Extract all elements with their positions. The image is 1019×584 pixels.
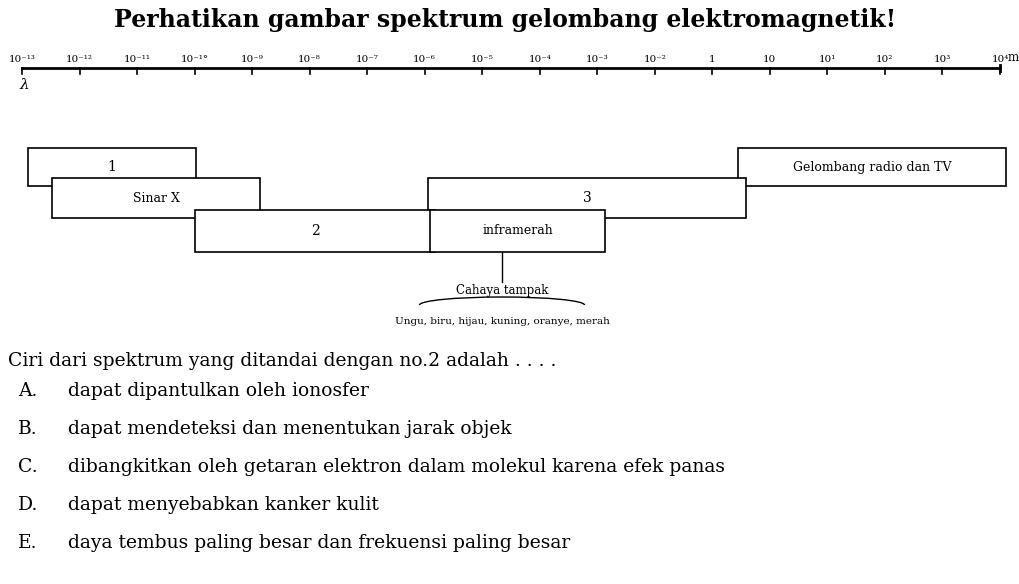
Bar bbox=[195, 210, 435, 252]
Text: λ: λ bbox=[20, 78, 30, 92]
Text: Sinar X: Sinar X bbox=[132, 192, 179, 204]
Text: A.: A. bbox=[18, 382, 38, 400]
Text: 2: 2 bbox=[311, 224, 319, 238]
Bar bbox=[28, 148, 196, 186]
Text: 10⁻⁷: 10⁻⁷ bbox=[356, 55, 379, 64]
Text: Ciri dari spektrum yang ditandai dengan no.2 adalah . . . .: Ciri dari spektrum yang ditandai dengan … bbox=[8, 352, 556, 370]
Bar bbox=[428, 178, 746, 218]
Text: Gelombang radio dan TV: Gelombang radio dan TV bbox=[793, 161, 952, 173]
Text: 10⁻¹³: 10⁻¹³ bbox=[8, 55, 36, 64]
Text: C.: C. bbox=[18, 458, 38, 476]
Text: Cahaya tampak: Cahaya tampak bbox=[455, 284, 548, 297]
Text: dapat menyebabkan kanker kulit: dapat menyebabkan kanker kulit bbox=[68, 496, 379, 514]
Text: 10¹: 10¹ bbox=[818, 55, 837, 64]
Text: 1: 1 bbox=[709, 55, 715, 64]
Text: dibangkitkan oleh getaran elektron dalam molekul karena efek panas: dibangkitkan oleh getaran elektron dalam… bbox=[68, 458, 725, 476]
Text: 10⁻⁶: 10⁻⁶ bbox=[414, 55, 436, 64]
Text: 1: 1 bbox=[108, 160, 116, 174]
Text: 10⁻⁴: 10⁻⁴ bbox=[528, 55, 551, 64]
Text: 10⁻⁵: 10⁻⁵ bbox=[471, 55, 493, 64]
Text: 10²: 10² bbox=[876, 55, 894, 64]
Text: 10⁴: 10⁴ bbox=[991, 55, 1009, 64]
Text: B.: B. bbox=[18, 420, 38, 438]
Text: Perhatikan gambar spektrum gelombang elektromagnetik!: Perhatikan gambar spektrum gelombang ele… bbox=[114, 8, 896, 32]
Text: inframerah: inframerah bbox=[482, 224, 553, 238]
Text: 10⁻¹¹: 10⁻¹¹ bbox=[123, 55, 151, 64]
Bar bbox=[738, 148, 1006, 186]
Text: 10⁻⁸: 10⁻⁸ bbox=[299, 55, 321, 64]
Text: daya tembus paling besar dan frekuensi paling besar: daya tembus paling besar dan frekuensi p… bbox=[68, 534, 571, 552]
Text: 10⁻¹²: 10⁻¹² bbox=[66, 55, 93, 64]
Text: meter: meter bbox=[1008, 51, 1019, 64]
Bar bbox=[52, 178, 260, 218]
Text: 10⁻⁹: 10⁻⁹ bbox=[240, 55, 264, 64]
Text: 10: 10 bbox=[763, 55, 776, 64]
Text: 10⁻³: 10⁻³ bbox=[586, 55, 608, 64]
Text: E.: E. bbox=[18, 534, 38, 552]
Text: 10³: 10³ bbox=[933, 55, 951, 64]
Text: dapat mendeteksi dan menentukan jarak objek: dapat mendeteksi dan menentukan jarak ob… bbox=[68, 420, 512, 438]
Text: dapat dipantulkan oleh ionosfer: dapat dipantulkan oleh ionosfer bbox=[68, 382, 369, 400]
Text: D.: D. bbox=[18, 496, 39, 514]
Text: Ungu, biru, hijau, kuning, oranye, merah: Ungu, biru, hijau, kuning, oranye, merah bbox=[394, 317, 609, 326]
Bar bbox=[430, 210, 605, 252]
Text: 3: 3 bbox=[583, 191, 591, 205]
Text: 10⁻¹°: 10⁻¹° bbox=[180, 55, 209, 64]
Text: 10⁻²: 10⁻² bbox=[643, 55, 666, 64]
